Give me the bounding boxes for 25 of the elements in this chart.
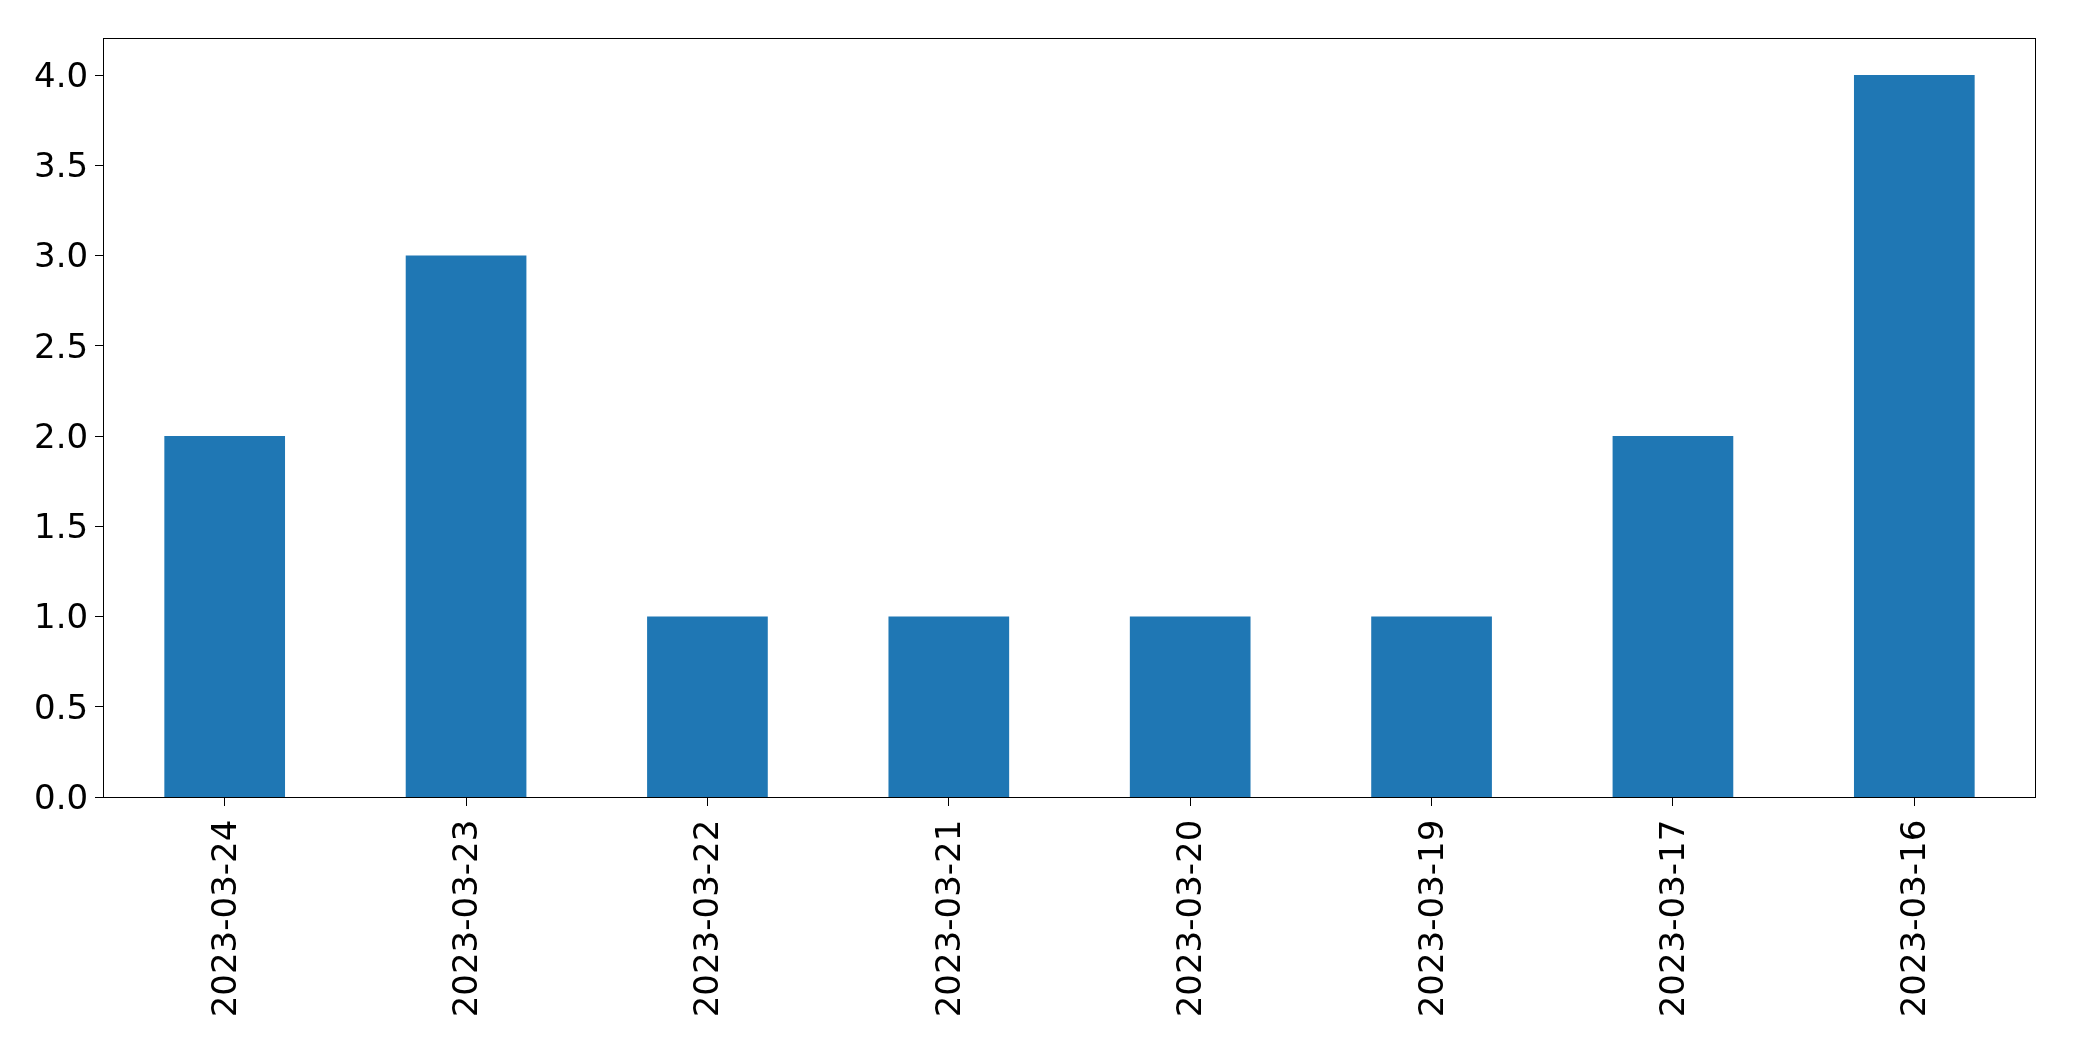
y-tick-label: 0.0 [34,776,89,817]
y-tick-label: 1.5 [34,506,89,547]
x-tick-label: 2023-03-21 [927,819,968,1018]
bar [1129,616,1251,797]
y-tick-label: 2.0 [34,415,89,456]
x-tick-label: 2023-03-23 [445,819,486,1018]
x-tick-label: 2023-03-19 [1410,819,1451,1018]
x-tick-label: 2023-03-20 [1169,819,1210,1018]
y-tick-label: 3.5 [34,145,89,186]
bar [405,255,527,797]
bar [1371,616,1492,797]
bar [647,616,768,797]
y-tick-label: 2.5 [34,325,89,366]
x-tick-label: 2023-03-22 [686,819,727,1018]
y-tick-label: 4.0 [34,55,89,95]
bar [888,616,1010,797]
y-tick-label: 0.5 [34,686,89,727]
y-tick-label: 1.0 [34,596,89,637]
x-tick-label: 2023-03-16 [1893,819,1934,1018]
x-tick-label: 2023-03-24 [203,819,244,1018]
bar [1612,436,1734,797]
bar [164,436,286,797]
x-tick-label: 2023-03-17 [1651,819,1692,1018]
bar [1853,75,1975,797]
y-tick-label: 3.0 [34,235,89,276]
